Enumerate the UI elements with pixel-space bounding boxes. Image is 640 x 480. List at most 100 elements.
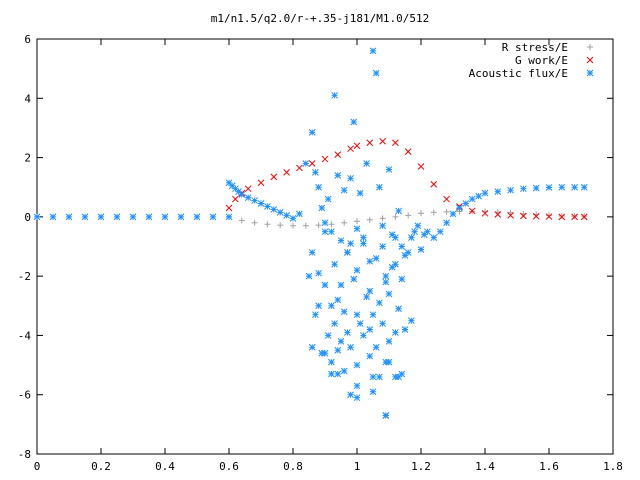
data-point: [408, 234, 415, 241]
data-point: [520, 212, 527, 220]
x-axis: 0 0.2 0.4 0.6 0.8 1 1.2 1.4 1.6 1.8: [34, 39, 623, 473]
data-point: [312, 169, 319, 176]
data-point: [315, 302, 322, 310]
data-point: [350, 275, 358, 283]
data-point: [308, 343, 316, 351]
data-point: [414, 222, 422, 230]
data-point: [366, 287, 374, 295]
data-point: [161, 213, 169, 221]
data-point: [366, 257, 374, 265]
data-point: [546, 212, 552, 219]
data-point: [388, 231, 396, 238]
data-point: [328, 358, 335, 366]
data-point: [392, 139, 399, 147]
data-point: [334, 172, 342, 179]
data-point: [372, 343, 380, 351]
data-point: [49, 213, 57, 221]
x-tick-label: 0.4: [155, 460, 175, 473]
series-2: [33, 47, 588, 419]
data-point: [334, 151, 342, 158]
data-point: [398, 243, 406, 250]
data-point: [353, 311, 361, 319]
legend-marker: [586, 69, 594, 77]
data-point: [379, 137, 386, 145]
data-point: [395, 207, 402, 215]
data-point: [392, 373, 399, 381]
data-point: [385, 166, 393, 173]
x-tick-label: 0.6: [219, 460, 239, 473]
data-point: [532, 184, 540, 192]
data-point: [382, 278, 390, 286]
data-point: [436, 228, 444, 236]
data-point: [366, 326, 374, 333]
legend-label: R stress/E: [502, 41, 568, 54]
data-point: [408, 317, 415, 324]
data-point: [33, 213, 41, 221]
x-tick-label: 0: [34, 460, 41, 473]
data-point: [324, 195, 332, 203]
data-point: [366, 352, 374, 360]
data-point: [395, 373, 402, 381]
data-point: [418, 210, 424, 217]
data-point: [334, 370, 342, 378]
x-tick-label: 1.8: [603, 460, 623, 473]
data-point: [264, 221, 271, 228]
data-point: [235, 188, 242, 196]
data-point: [392, 213, 399, 220]
data-point: [324, 332, 332, 339]
data-point: [350, 118, 358, 126]
data-point: [532, 212, 540, 220]
data-point: [363, 160, 370, 167]
data-point: [372, 69, 380, 77]
data-point: [571, 183, 578, 191]
data-point: [315, 269, 322, 277]
data-point: [481, 189, 489, 197]
data-point: [494, 188, 502, 196]
data-point: [369, 373, 377, 381]
data-point: [545, 184, 553, 191]
data-point: [65, 213, 73, 221]
data-point: [302, 222, 309, 229]
data-point: [113, 213, 121, 221]
y-tick-label: 2: [24, 152, 31, 165]
data-point: [430, 180, 438, 188]
data-point: [244, 185, 252, 193]
y-axis: 6 4 2 0 -2 -4 -6 -8: [18, 33, 613, 461]
data-point: [369, 311, 377, 319]
data-point: [395, 305, 402, 313]
data-point: [449, 210, 457, 218]
data-point: [353, 142, 361, 150]
data-point: [129, 213, 137, 221]
data-point: [328, 370, 335, 378]
data-point: [347, 145, 354, 153]
data-point: [443, 208, 450, 215]
data-point: [580, 183, 588, 191]
data-point: [571, 213, 578, 221]
data-point: [209, 213, 217, 221]
data-point: [244, 194, 252, 201]
data-point: [270, 173, 278, 181]
x-tick-label: 0.8: [283, 460, 303, 473]
data-point: [372, 255, 380, 262]
data-point: [353, 382, 361, 390]
data-point: [337, 338, 345, 345]
data-point: [468, 207, 476, 215]
data-point: [257, 200, 265, 207]
data-point: [379, 222, 386, 230]
data-point: [340, 186, 348, 194]
data-point: [379, 215, 386, 222]
data-point: [405, 212, 412, 219]
data-point: [354, 218, 360, 225]
data-point: [270, 206, 278, 213]
data-point: [494, 211, 502, 218]
data-point: [321, 228, 329, 236]
data-point: [369, 47, 377, 55]
data-point: [344, 329, 351, 336]
series-1: [225, 137, 588, 221]
data-point: [331, 320, 338, 327]
y-tick-label: -8: [18, 448, 31, 461]
data-point: [308, 129, 316, 136]
legend-label: G work/E: [515, 54, 568, 67]
legend-marker: [586, 56, 594, 64]
